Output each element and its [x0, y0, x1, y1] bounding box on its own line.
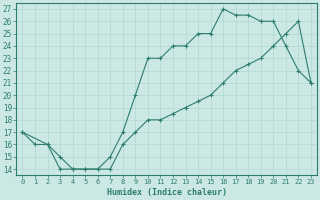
X-axis label: Humidex (Indice chaleur): Humidex (Indice chaleur): [107, 188, 227, 197]
